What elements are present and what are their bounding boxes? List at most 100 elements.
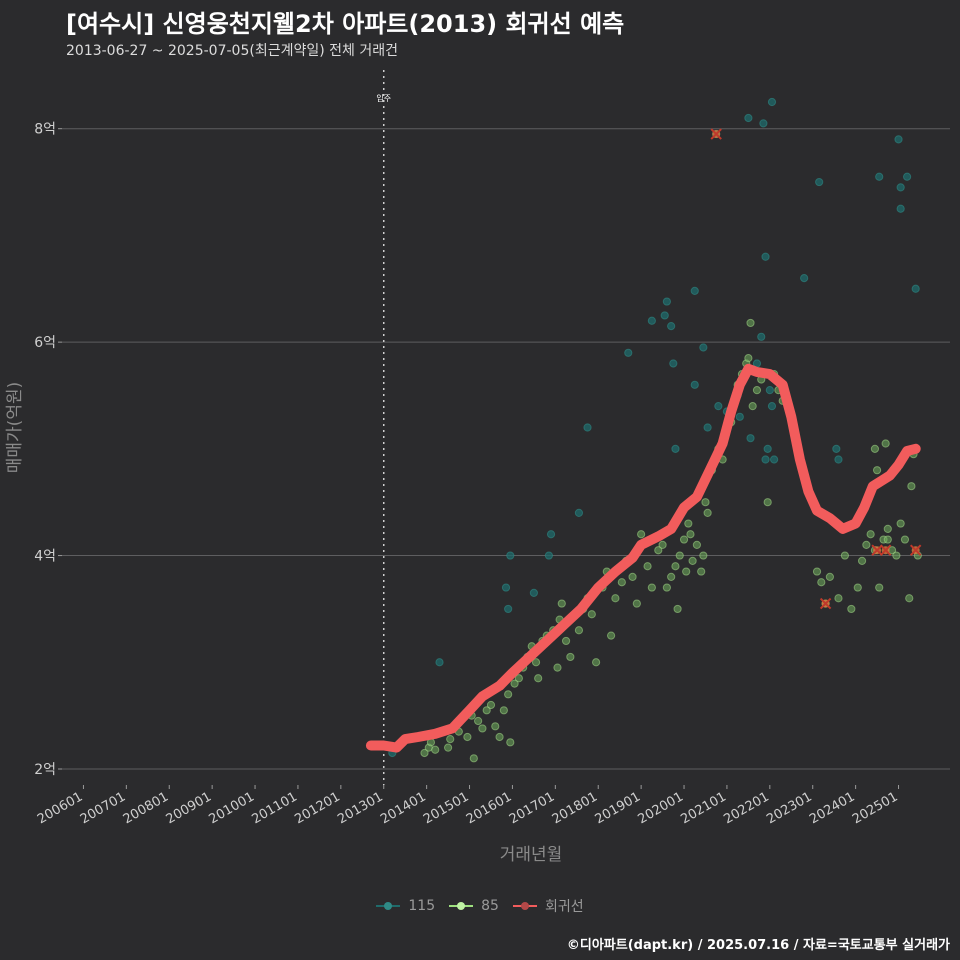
point-85 — [847, 604, 856, 614]
point-85 — [748, 402, 757, 411]
point-85 — [812, 567, 822, 576]
point-115 — [770, 455, 779, 464]
legend-item: 회귀선 — [512, 896, 584, 916]
point-85 — [463, 732, 472, 742]
point-85 — [684, 519, 693, 528]
point-85 — [679, 535, 689, 544]
point-115 — [834, 455, 843, 464]
point-85 — [654, 546, 663, 555]
point-85 — [486, 700, 496, 710]
point-115 — [506, 551, 515, 560]
point-115 — [435, 658, 444, 667]
point-85 — [611, 594, 620, 603]
highlight-cross — [909, 544, 922, 556]
point-115 — [647, 316, 656, 325]
x-tick-label: 201601 — [464, 789, 514, 827]
point-85 — [746, 318, 755, 328]
point-115 — [583, 423, 592, 432]
x-tick-label: 200801 — [121, 789, 171, 827]
x-axis-label: 거래년월 — [500, 845, 563, 865]
point-115 — [763, 444, 772, 453]
x-tick-label: 202301 — [764, 789, 814, 827]
point-85 — [892, 551, 901, 560]
y-tick-label: 4억 — [34, 549, 56, 565]
point-85 — [872, 466, 882, 475]
highlight-cross — [819, 597, 832, 610]
x-tick-label: 201701 — [507, 789, 557, 827]
point-115 — [669, 359, 678, 368]
point-85 — [825, 572, 834, 582]
point-115 — [896, 183, 905, 192]
point-85 — [907, 482, 916, 491]
point-85 — [482, 706, 491, 715]
point-85 — [431, 745, 440, 754]
point-115 — [911, 284, 920, 293]
point-115 — [690, 380, 699, 389]
point-85 — [699, 551, 708, 560]
x-tick-label: 201401 — [378, 789, 428, 827]
y-tick-label: 8억 — [34, 122, 56, 138]
highlight-cross — [879, 544, 892, 556]
point-115 — [699, 343, 708, 352]
point-115 — [896, 204, 905, 213]
legend-label: 115 — [408, 898, 436, 914]
point-115 — [529, 588, 538, 598]
x-tick-label: 202201 — [721, 789, 771, 827]
y-axis-label: 매매가(억원) — [5, 382, 25, 473]
point-85 — [420, 748, 429, 758]
point-115 — [544, 551, 553, 560]
y-tick-label: 6억 — [34, 335, 56, 351]
point-115 — [504, 604, 513, 614]
legend-item: 85 — [449, 896, 499, 916]
point-115 — [660, 311, 669, 320]
point-85 — [697, 567, 706, 576]
highlight-cross — [871, 544, 883, 556]
point-115 — [767, 97, 777, 107]
point-85 — [881, 439, 890, 448]
point-85 — [566, 652, 575, 662]
point-85 — [474, 716, 483, 726]
point-115 — [759, 119, 768, 128]
point-85 — [557, 599, 566, 608]
point-115 — [546, 530, 556, 539]
point-85 — [491, 722, 500, 731]
point-115 — [757, 332, 766, 341]
point-85 — [870, 444, 880, 453]
point-115 — [735, 412, 744, 421]
point-85 — [692, 540, 701, 549]
point-85 — [504, 690, 513, 699]
point-115 — [815, 177, 824, 187]
highlight-cross — [710, 128, 722, 140]
x-tick-label: 201301 — [335, 789, 385, 827]
legend-item: 115 — [376, 896, 435, 916]
point-85 — [499, 706, 508, 715]
point-85 — [658, 540, 667, 549]
point-85 — [905, 594, 914, 603]
legend-label: 85 — [481, 898, 499, 914]
point-85 — [553, 663, 562, 672]
point-85 — [857, 556, 867, 565]
point-85 — [637, 530, 646, 539]
point-85 — [688, 556, 697, 565]
point-85 — [875, 583, 884, 592]
point-115 — [662, 297, 671, 306]
point-115 — [765, 386, 774, 395]
point-115 — [761, 252, 770, 261]
point-85 — [834, 594, 843, 603]
point-85 — [506, 738, 515, 747]
chart-subtitle: 2013-06-27 ~ 2025-07-05(최근계약일) 전체 거래건 — [66, 43, 398, 59]
point-85 — [900, 535, 910, 544]
point-85 — [574, 626, 584, 635]
point-85 — [443, 743, 453, 752]
point-85 — [744, 354, 753, 363]
point-85 — [647, 583, 656, 592]
point-115 — [703, 423, 712, 432]
legend-key — [449, 899, 474, 913]
x-tick-label: 200701 — [78, 789, 128, 827]
point-85 — [561, 636, 571, 646]
x-tick-label: 202101 — [678, 789, 728, 827]
y-tick-label: 2억 — [34, 762, 56, 778]
x-tick-label: 202501 — [850, 789, 900, 827]
legend: 115 85 회귀선 — [0, 896, 960, 916]
